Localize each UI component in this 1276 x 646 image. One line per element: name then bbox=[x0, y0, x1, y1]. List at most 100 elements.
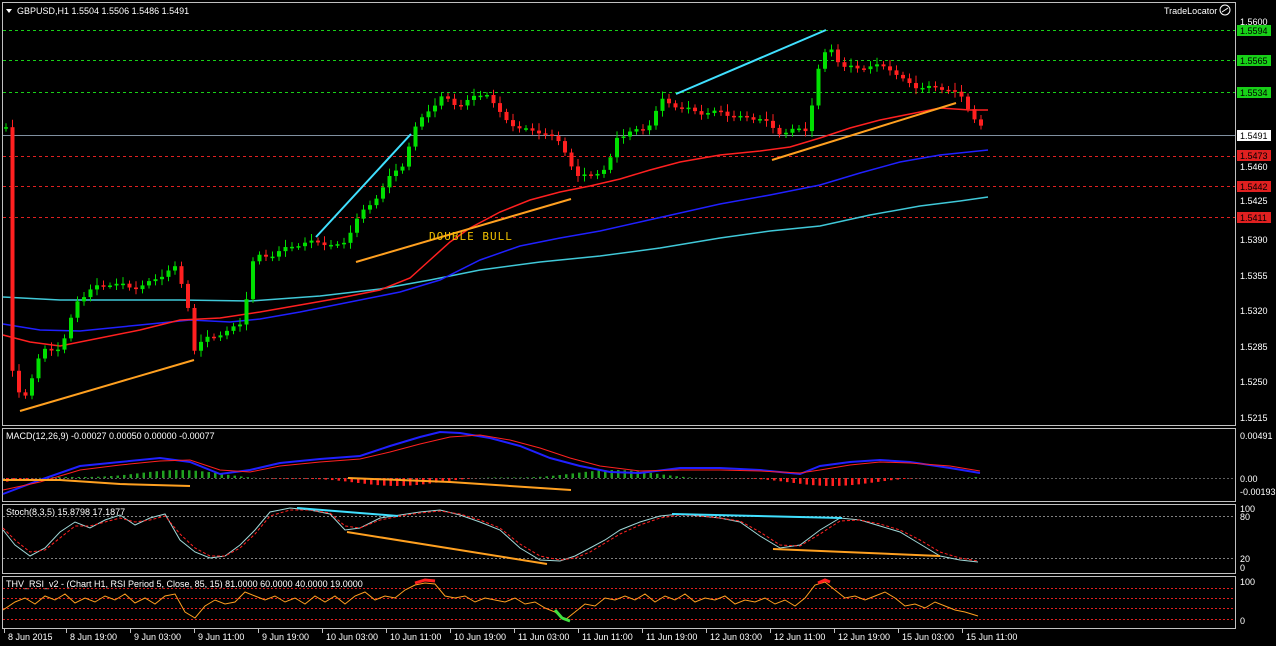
macd-histogram-bar bbox=[877, 478, 880, 482]
candle-body bbox=[316, 240, 320, 243]
level-tag-red: 1.5442 bbox=[1240, 182, 1268, 192]
candle-body bbox=[205, 336, 210, 342]
time-label: 10 Jun 03:00 bbox=[326, 632, 378, 642]
candle-body bbox=[186, 283, 190, 308]
stoch-tick: 100 bbox=[1240, 504, 1255, 514]
macd-histogram-bar bbox=[175, 470, 178, 478]
stoch-title: Stoch(8,3,5) 15.8798 17.1877 bbox=[6, 507, 125, 517]
macd-histogram-bar bbox=[558, 475, 561, 478]
candle-body bbox=[251, 261, 255, 300]
macd-histogram-bar bbox=[864, 478, 867, 484]
candle-body bbox=[907, 78, 912, 84]
candle-body bbox=[433, 105, 437, 112]
macd-histogram-bar bbox=[19, 478, 22, 480]
candle-body bbox=[576, 166, 580, 177]
candle-body bbox=[134, 287, 138, 290]
candle-body bbox=[966, 96, 970, 110]
candle-body bbox=[153, 279, 158, 282]
candle-body bbox=[166, 270, 171, 277]
candle-body bbox=[712, 110, 717, 114]
stoch-orange-divergence-2 bbox=[772, 548, 941, 557]
macd-histogram-bar bbox=[71, 476, 74, 478]
candle-body bbox=[660, 98, 665, 111]
candle-body bbox=[615, 137, 619, 158]
candle-body bbox=[335, 244, 340, 246]
macd-panel[interactable]: MACD(12,26,9) -0.00027 0.00050 0.00000 -… bbox=[2, 430, 1276, 497]
candle-body bbox=[62, 338, 67, 350]
candle-body bbox=[537, 130, 541, 134]
macd-histogram-bar bbox=[506, 477, 509, 478]
candle-body bbox=[673, 103, 678, 108]
candle-body bbox=[407, 146, 411, 167]
candle-body bbox=[426, 111, 431, 118]
candle-body bbox=[855, 65, 860, 69]
macd-histogram-bar bbox=[909, 478, 912, 479]
price-tick: 1.5285 bbox=[1240, 342, 1268, 352]
candle-body bbox=[517, 126, 522, 129]
ma-blue-line bbox=[2, 149, 989, 332]
macd-histogram-bar bbox=[552, 475, 555, 478]
macd-histogram-bar bbox=[883, 478, 886, 482]
stoch-panel[interactable]: Stoch(8,3,5) 15.8798 17.1877 100 80 20 0 bbox=[2, 504, 1255, 573]
macd-histogram-bar bbox=[227, 474, 230, 478]
candle-body bbox=[849, 65, 853, 68]
macd-histogram-bar bbox=[571, 473, 574, 478]
candle-body bbox=[797, 128, 801, 131]
macd-histogram-bar bbox=[409, 478, 412, 486]
candle-body bbox=[719, 110, 723, 113]
candle-body bbox=[550, 134, 554, 137]
time-axis: 8 Jun 2015 8 Jun 19:00 9 Jun 03:00 9 Jun 11… bbox=[4, 629, 1017, 642]
candle-body bbox=[322, 242, 327, 246]
ma-cyan-line bbox=[2, 196, 989, 302]
time-label: 8 Jun 19:00 bbox=[70, 632, 117, 642]
level-tag-green: 1.5565 bbox=[1240, 56, 1268, 66]
macd-histogram-bar bbox=[461, 478, 464, 480]
macd-histogram-bar bbox=[974, 477, 977, 478]
candle-body bbox=[732, 115, 736, 118]
macd-histogram-bar bbox=[246, 477, 249, 478]
candle-body bbox=[836, 49, 840, 63]
candle-body bbox=[784, 132, 788, 135]
price-axis: 1.5600 1.5460 1.5425 1.5390 1.5355 1.532… bbox=[1237, 17, 1271, 423]
macd-histogram-bar bbox=[519, 477, 522, 478]
candle-body bbox=[953, 90, 957, 92]
candle-body bbox=[374, 198, 379, 206]
candle-body bbox=[725, 111, 730, 116]
candle-body bbox=[309, 240, 314, 243]
macd-histogram-bar bbox=[370, 478, 373, 485]
macd-histogram-bar bbox=[58, 477, 61, 478]
candle-body bbox=[745, 115, 749, 118]
rsi-panel[interactable]: THV_RSI_v2 - (Chart H1, RSI Period 5, Cl… bbox=[2, 577, 1255, 626]
candle-body bbox=[465, 99, 470, 106]
macd-histogram-bar bbox=[467, 478, 470, 479]
candle-body bbox=[868, 66, 873, 70]
macd-histogram-bar bbox=[805, 478, 808, 485]
level-tag-bg bbox=[1237, 181, 1271, 192]
symbol-title: GBPUSD,H1 1.5504 1.5506 1.5486 1.5491 bbox=[17, 6, 189, 16]
macd-histogram-bar bbox=[649, 472, 652, 478]
candle-body bbox=[530, 128, 535, 131]
candle-body bbox=[342, 242, 346, 245]
macd-tick: 0.00 bbox=[1240, 474, 1258, 484]
level-tag-bg bbox=[1237, 25, 1271, 36]
stoch-tick: 0 bbox=[1240, 563, 1245, 573]
macd-histogram-bar bbox=[305, 478, 308, 479]
trendline-orange-1 bbox=[19, 359, 195, 412]
rsi-overbought-2 bbox=[817, 578, 831, 585]
candle-body bbox=[751, 117, 756, 120]
macd-histogram-bar bbox=[90, 476, 93, 478]
symbol-menu[interactable]: GBPUSD,H1 1.5504 1.5506 1.5486 1.5491 bbox=[6, 6, 189, 16]
trendline-cyan-1 bbox=[315, 133, 412, 238]
tradelocator-icon[interactable] bbox=[1219, 4, 1231, 16]
candle-body bbox=[693, 107, 697, 112]
dropdown-arrow-icon[interactable] bbox=[6, 9, 12, 13]
macd-histogram-bar bbox=[168, 470, 171, 478]
tradelocator-label: TradeLocator bbox=[1164, 6, 1217, 16]
candle-body bbox=[413, 126, 418, 147]
macd-histogram-bar bbox=[207, 472, 210, 478]
price-tick: 1.5215 bbox=[1240, 413, 1268, 423]
candle-body bbox=[816, 68, 821, 106]
macd-histogram-bar bbox=[838, 478, 841, 486]
candle-body bbox=[511, 120, 515, 127]
